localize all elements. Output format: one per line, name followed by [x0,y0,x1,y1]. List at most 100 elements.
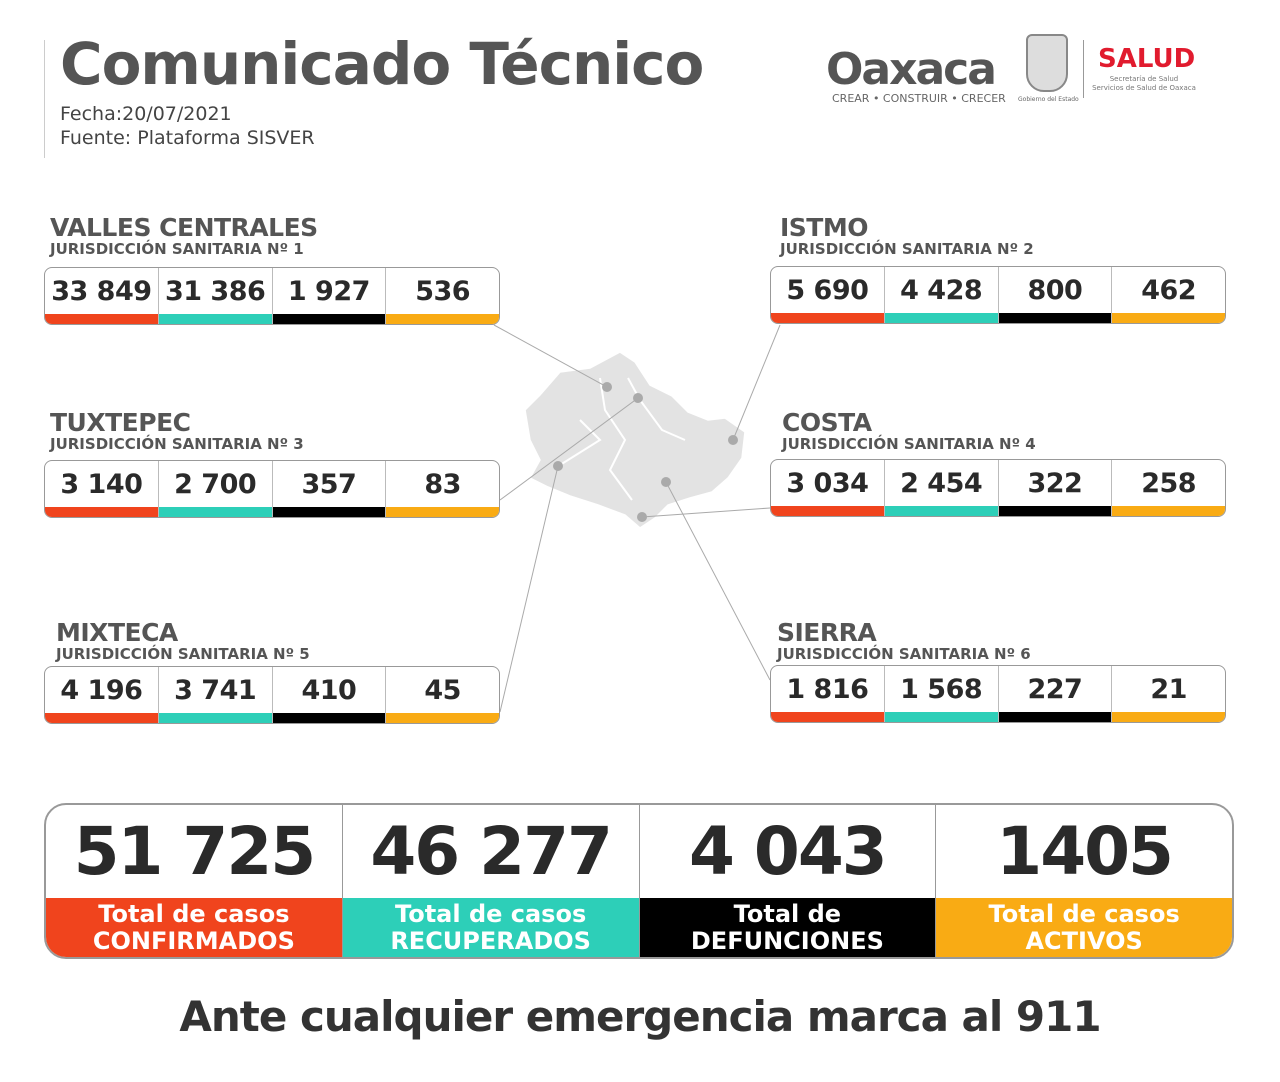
stat-value: 357 [301,468,357,500]
total-label-line2: DEFUNCIONES [690,926,884,955]
color-bar-recuperados [158,713,272,723]
stat-value: 322 [1027,467,1083,499]
region-stats-box: 1 816 1 568 227 21 [770,665,1226,723]
color-bar-confirmados [771,506,884,516]
stat-value: 3 741 [174,674,257,706]
stat-value: 4 196 [60,674,143,706]
stat-confirmados: 4 196 [45,667,159,723]
stat-activos: 83 [386,461,499,517]
color-bar-defunciones [272,314,386,324]
stat-value: 4 428 [900,274,983,306]
stat-confirmados: 33 849 [45,268,159,324]
stat-confirmados: 3 034 [771,460,885,516]
color-bar-recuperados [158,314,272,324]
page-title: Comunicado Técnico [60,30,704,98]
oaxaca-tagline: CREAR • CONSTRUIR • CRECER [832,92,1006,105]
stat-value: 1 927 [287,275,371,307]
color-bar-recuperados [158,507,272,517]
region-jurisdiccion: JURISDICCIÓN SANITARIA Nº 6 [777,645,1031,663]
region-jurisdiccion: JURISDICCIÓN SANITARIA Nº 1 [50,240,304,258]
stat-confirmados: 1 816 [771,666,885,722]
region-heading: TUXTEPEC JURISDICCIÓN SANITARIA Nº 3 [50,408,304,453]
color-bar-activos [386,507,499,517]
stat-value: 3 034 [786,467,869,499]
stat-recuperados: 2 700 [158,461,273,517]
region-stats-box: 33 849 31 386 1 927 536 [44,267,500,325]
stat-activos: 462 [1112,267,1225,323]
region-name: SIERRA [777,618,877,647]
emergency-message: Ante cualquier emergencia marca al 911 [179,992,1101,1041]
total-value: 1405 [996,813,1174,890]
region-heading: VALLES CENTRALES JURISDICCIÓN SANITARIA … [50,213,318,258]
stat-value: 3 140 [60,468,143,500]
stat-confirmados: 5 690 [771,267,885,323]
oaxaca-logo: Oaxaca [826,44,997,95]
stat-recuperados: 1 568 [884,666,999,722]
stat-defunciones: 410 [272,667,387,723]
color-bar-defunciones [272,713,386,723]
stat-defunciones: 227 [998,666,1113,722]
stat-value: 2 700 [174,468,257,500]
totals-panel: 51 725 Total de casos CONFIRMADOS 46 277 Tot… [44,803,1234,959]
color-bar-confirmados [45,713,158,723]
color-bar-activos [386,713,499,723]
region-stats-box: 5 690 4 428 800 462 [770,266,1226,324]
stat-value: 83 [424,468,461,500]
stat-defunciones: 322 [998,460,1113,516]
stat-value: 258 [1141,467,1197,499]
region-name: TUXTEPEC [50,408,191,437]
total-label: Total de DEFUNCIONES [639,898,936,957]
region-name: COSTA [782,408,872,437]
total-label-line2: RECUPERADOS [390,926,591,955]
total-label: Total de casos CONFIRMADOS [46,898,342,957]
gobierno-label: Gobierno del Estado [1018,96,1079,103]
region-name: MIXTECA [56,618,178,647]
total-label: Total de casos ACTIVOS [936,898,1232,957]
color-bar-defunciones [272,507,386,517]
total-label-line1: Total de [733,899,842,928]
stat-recuperados: 4 428 [884,267,999,323]
salud-sub1: Secretaría de Salud [1109,75,1179,83]
region-stats-box: 3 140 2 700 357 83 [44,460,500,518]
map-shape [524,351,746,529]
color-bar-confirmados [45,314,158,324]
region-name: ISTMO [780,213,868,242]
color-bar-activos [386,314,499,324]
color-bar-recuperados [884,313,998,323]
color-bar-defunciones [998,313,1112,323]
total-value: 4 043 [689,813,888,890]
region-jurisdiccion: JURISDICCIÓN SANITARIA Nº 3 [50,435,304,453]
stat-value: 45 [424,674,461,706]
total-label-line2: ACTIVOS [1025,926,1143,955]
color-bar-activos [1112,506,1225,516]
salud-subtitle: Secretaría de Salud Servicios de Salud de… [1092,75,1196,93]
stat-value: 2 454 [900,467,983,499]
stat-value: 1 568 [900,673,983,705]
stat-value: 33 849 [51,275,152,307]
color-bar-defunciones [998,506,1112,516]
stat-defunciones: 1 927 [272,268,387,324]
color-bar-activos [1112,712,1225,722]
region-heading: SIERRA JURISDICCIÓN SANITARIA Nº 6 [777,618,1031,663]
stat-activos: 21 [1112,666,1225,722]
stat-value: 462 [1141,274,1197,306]
region-heading: COSTA JURISDICCIÓN SANITARIA Nº 4 [782,408,1036,453]
stat-value: 1 816 [786,673,869,705]
total-label-line2: CONFIRMADOS [92,926,295,955]
stat-confirmados: 3 140 [45,461,159,517]
state-seal-icon [1026,34,1068,92]
stat-value: 536 [415,275,471,307]
region-jurisdiccion: JURISDICCIÓN SANITARIA Nº 2 [780,240,1034,258]
stat-recuperados: 3 741 [158,667,273,723]
salud-sub2: Servicios de Salud de Oaxaca [1092,84,1196,92]
region-jurisdiccion: JURISDICCIÓN SANITARIA Nº 4 [782,435,1036,453]
total-recuperados: 46 277 Total de casos RECUPERADOS [342,805,640,957]
region-name: VALLES CENTRALES [50,213,318,242]
stat-activos: 45 [386,667,499,723]
stat-recuperados: 2 454 [884,460,999,516]
region-heading: ISTMO JURISDICCIÓN SANITARIA Nº 2 [780,213,1034,258]
stat-value: 800 [1027,274,1083,306]
oaxaca-map [493,324,781,713]
total-label-line1: Total de casos [395,899,587,928]
color-bar-confirmados [771,712,884,722]
